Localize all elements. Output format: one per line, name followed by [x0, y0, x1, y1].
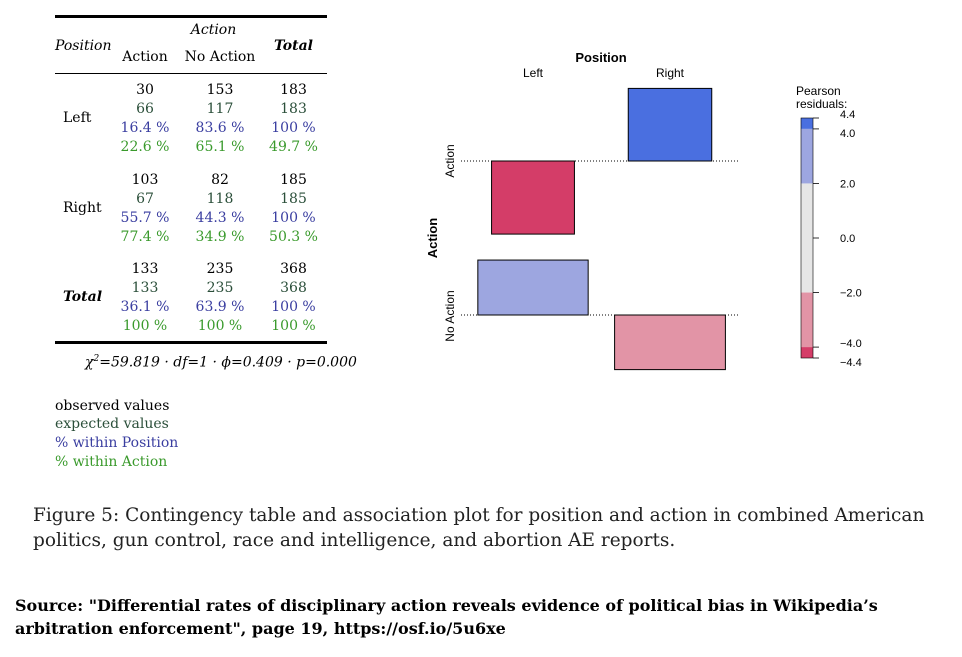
cell-pct-col: 100 %	[122, 318, 168, 334]
y-title: Action	[425, 218, 440, 259]
cell-expected: 185	[280, 191, 307, 207]
x-level-left: Left	[523, 66, 544, 80]
residual-bar-left-no-action	[477, 259, 589, 316]
legend-color-segment	[801, 347, 813, 358]
cell-observed: 103	[131, 172, 159, 188]
table-top-rule	[55, 15, 327, 18]
col-header-total: Total	[273, 38, 313, 54]
residual-bar-left-action	[491, 160, 575, 235]
col-header-action: Action	[122, 49, 168, 65]
chi-square-stats: χ2=59.819 · df=1 · ϕ=0.409 · p=0.000	[85, 354, 357, 371]
residual-bar-right-action	[627, 87, 713, 162]
x-level-right: Right	[656, 66, 685, 80]
cell-observed: 153	[206, 82, 234, 98]
cell-pct-row: 55.7 %	[120, 210, 170, 226]
cell-pct-col: 50.3 %	[269, 229, 318, 245]
cell-observed: 183	[280, 82, 307, 98]
row-label-total: Total	[63, 289, 103, 305]
association-plot: Position Left Right Action Action No Act…	[425, 50, 862, 371]
cell-expected: 67	[136, 191, 154, 207]
legend-color-segment	[801, 183, 813, 293]
col-header-no-action: No Action	[184, 49, 256, 65]
y-level-action: Action	[443, 144, 457, 177]
row-label-right: Right	[63, 200, 102, 216]
cell-pct-col: 100 %	[271, 318, 316, 334]
source-citation: Source: "Differential rates of disciplin…	[15, 596, 878, 638]
cell-observed: 185	[280, 172, 307, 188]
cell-observed: 82	[211, 172, 229, 188]
legend-tick-label: 4.0	[840, 128, 855, 140]
cell-pct-col: 65.1 %	[195, 139, 245, 155]
legend-title-2: residuals:	[796, 97, 847, 111]
legend-pct-row: % within Position	[55, 435, 179, 451]
color-legend-ticks: 4.4 4.0 2.0 0.0 −2.0 −4.0 −4.4	[813, 109, 862, 369]
stats-sup: 2	[93, 354, 100, 364]
cell-pct-row: 100 %	[271, 210, 316, 226]
stats-rest: =59.819 · df=1 · ϕ=0.409 · p=0.000	[99, 354, 357, 371]
y-level-no-action: No Action	[443, 290, 457, 341]
cell-pct-row: 83.6 %	[195, 120, 245, 136]
x-title: Position	[575, 50, 626, 65]
legend-tick-label: −4.0	[840, 338, 862, 350]
legend-pct-col: % within Action	[55, 454, 168, 470]
col-group-header: Action	[190, 22, 237, 38]
cell-observed: 368	[280, 261, 307, 277]
cell-expected: 117	[206, 101, 234, 117]
cell-pct-row: 44.3 %	[195, 210, 245, 226]
cell-expected: 368	[280, 280, 307, 296]
legend-observed: observed values	[55, 398, 170, 414]
cell-expected: 66	[136, 101, 154, 117]
legend-tick-label: 4.4	[840, 109, 855, 121]
cell-pct-row: 100 %	[271, 120, 316, 136]
stats-chi: χ	[85, 354, 94, 371]
row-var-header: Position	[55, 38, 112, 54]
cell-pct-row: 16.4 %	[120, 120, 170, 136]
cell-pct-col: 34.9 %	[195, 229, 245, 245]
legend-title-1: Pearson	[796, 84, 841, 98]
cell-pct-row: 100 %	[271, 299, 316, 315]
legend-tick-label: 2.0	[840, 178, 855, 190]
color-legend-bar	[800, 117, 814, 359]
cell-expected: 118	[206, 191, 234, 207]
cell-pct-row: 36.1 %	[120, 299, 170, 315]
cell-pct-row: 63.9 %	[195, 299, 245, 315]
legend-tick-label: 0.0	[840, 233, 855, 245]
legend-tick-label: −2.0	[840, 288, 862, 300]
row-label-left: Left	[63, 110, 92, 126]
legend-color-segment	[801, 292, 813, 348]
cell-observed: 133	[131, 261, 159, 277]
cell-pct-col: 77.4 %	[120, 229, 170, 245]
cell-pct-col: 100 %	[197, 318, 243, 334]
figure-caption: Figure 5: Contingency table and associat…	[33, 505, 925, 551]
legend-color-segment	[801, 118, 813, 129]
cell-expected: 133	[131, 280, 159, 296]
cell-pct-col: 22.6 %	[120, 139, 170, 155]
cell-expected: 183	[280, 101, 307, 117]
table-bottom-rule	[55, 341, 327, 344]
legend-tick-label: −4.4	[840, 357, 862, 369]
cell-observed: 235	[206, 261, 234, 277]
residual-bar-right-no-action	[614, 314, 726, 371]
legend-color-segment	[801, 128, 813, 184]
cell-observed: 30	[136, 82, 154, 98]
cell-expected: 235	[206, 280, 234, 296]
cell-pct-col: 49.7 %	[269, 139, 318, 155]
table-header-rule	[55, 73, 327, 74]
legend-expected: expected values	[55, 416, 169, 432]
